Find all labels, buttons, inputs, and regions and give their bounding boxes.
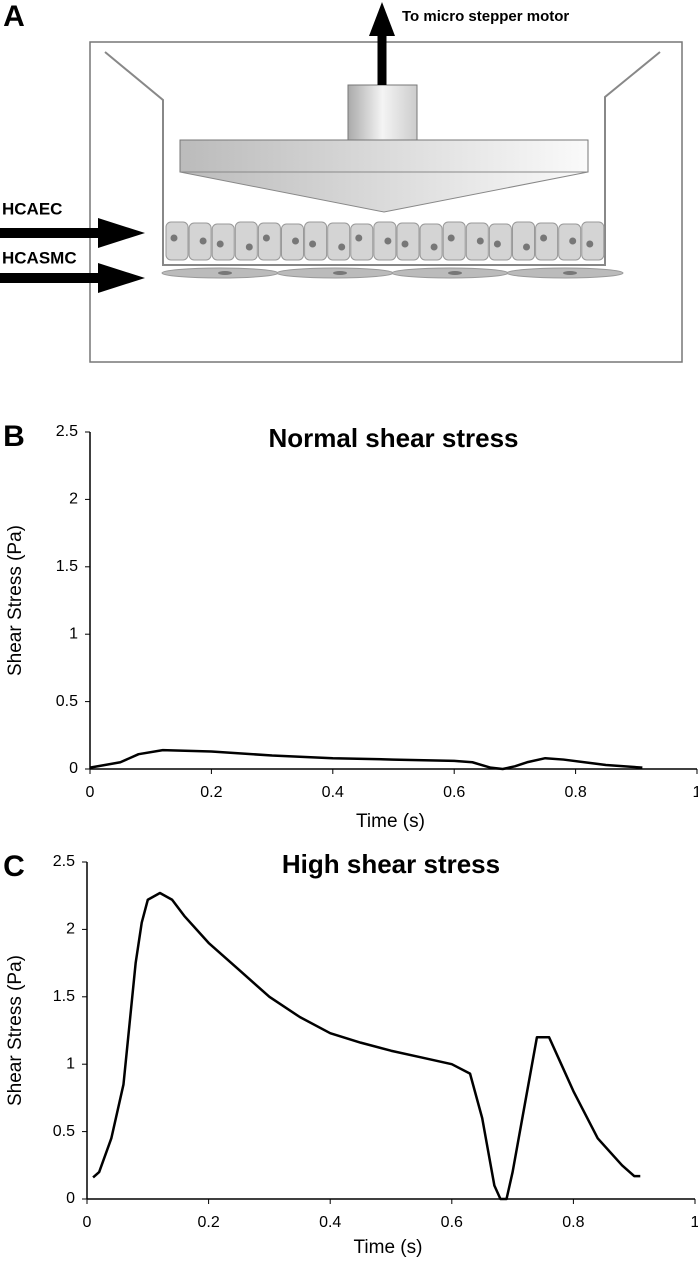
cell [211,223,235,261]
series-line [92,891,641,1201]
nucleus [493,240,501,248]
x-tick-label: 0.8 [564,784,586,801]
panel-label: B [3,420,25,453]
nucleus [430,243,438,251]
cell [350,223,374,261]
chart-title: Normal shear stress [268,423,518,453]
y-tick-label: 0.5 [56,693,78,710]
nucleus [448,271,462,275]
x-tick-label: 1 [691,1214,698,1231]
cell [234,221,258,261]
cone [179,171,589,213]
y-tick-label: 0 [69,760,78,777]
arrow-head [369,2,395,36]
x-tick-label: 0.4 [319,1214,341,1231]
nucleus [476,237,484,245]
x-tick-label: 0.2 [200,784,222,801]
cone-top [179,139,589,173]
y-axis-label: Shear Stress (Pa) [5,955,26,1106]
piston [347,84,418,146]
nucleus [262,234,270,242]
panel-a: A To micro stepper motor HCAEC HCASMC [0,0,683,363]
cells [161,221,624,279]
nucleus [586,240,594,248]
y-tick-label: 2.5 [53,853,75,870]
panel-label: A [3,0,25,33]
nucleus [355,234,363,242]
nucleus [569,237,577,245]
x-tick-label: 0.6 [443,784,465,801]
cell [442,221,466,261]
x-axis-label: Time (s) [354,1237,423,1258]
cell [488,223,512,261]
arrow [0,228,100,238]
cell [327,222,351,261]
cell [396,222,420,261]
nucleus [292,237,299,245]
nucleus [170,234,178,242]
nucleus [245,243,253,251]
y-tick-label: 2.5 [56,423,78,440]
panel-label: C [3,850,25,883]
y-tick-label: 2 [69,491,78,508]
cell [581,221,605,261]
y-tick-label: 1.5 [53,988,75,1005]
chamber [104,51,661,266]
x-tick-label: 0.8 [562,1214,584,1231]
cell-label: HCASMC [2,248,77,267]
nucleus [338,243,346,251]
x-tick-label: 0 [86,784,95,801]
x-tick-label: 0.6 [441,1214,463,1231]
series-line [89,748,643,771]
x-tick-label: 0.4 [322,784,344,801]
cell [535,222,559,261]
cell [304,221,328,261]
y-tick-label: 1.5 [56,558,78,575]
x-tick-label: 0.2 [197,1214,219,1231]
x-axis-label: Time (s) [356,811,425,832]
cell [165,221,189,261]
y-axis-label: Shear Stress (Pa) [5,525,26,676]
arrow [98,263,145,293]
nucleus [199,237,207,245]
arrow [0,273,100,283]
charts: B Normal shear stress Time (s) Shear Stress… [3,420,698,1258]
arrow [98,218,145,248]
nucleus [540,234,548,242]
y-tick-label: 0.5 [53,1123,75,1140]
cell [419,223,443,261]
chart-title: High shear stress [282,849,500,879]
x-tick-label: 1 [693,784,698,801]
cell [257,222,281,261]
cell-label: HCAEC [2,199,62,218]
nucleus [309,240,317,248]
y-tick-label: 1 [66,1055,75,1072]
nucleus [563,271,577,275]
cell [512,221,535,261]
y-tick-label: 0 [66,1190,75,1207]
motor-label: To micro stepper motor [402,8,569,25]
nucleus [401,240,409,248]
y-tick-label: 1 [69,625,78,642]
nucleus [523,243,530,251]
nucleus [216,240,224,248]
nucleus [218,271,232,275]
nucleus [333,271,347,275]
y-tick-label: 2 [66,921,75,938]
x-tick-label: 0 [83,1214,92,1231]
nucleus [384,237,392,245]
nucleus [447,234,455,242]
